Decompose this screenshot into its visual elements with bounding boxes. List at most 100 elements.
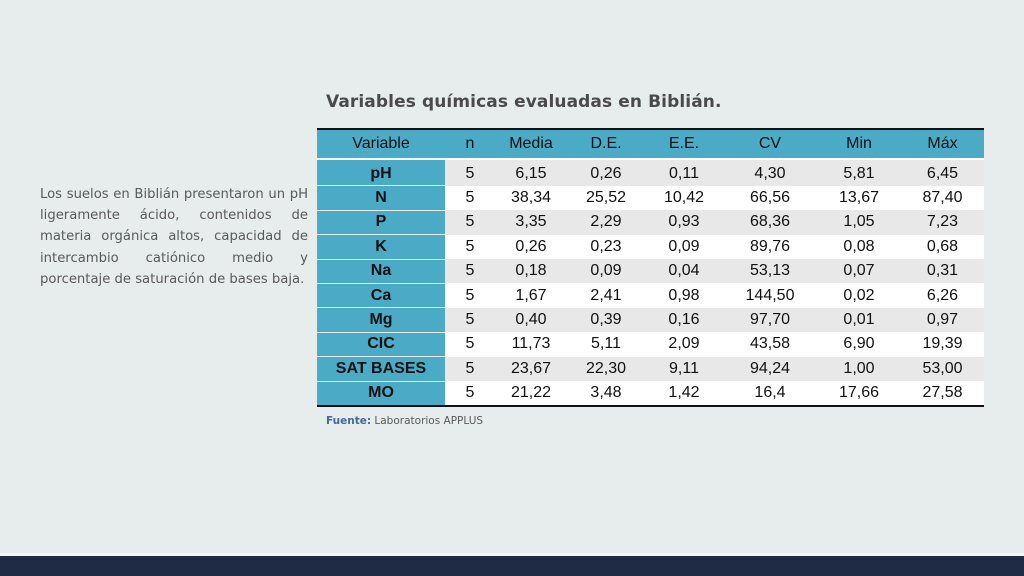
source-label: Fuente:	[326, 415, 372, 427]
cell-de: 5,11	[567, 332, 645, 357]
cell-media: 0,26	[495, 234, 567, 260]
cell-max: 6,45	[901, 159, 984, 186]
table-row: Ca 5 1,67 2,41 0,98 144,50 0,02 6,26	[317, 283, 984, 309]
cell-variable: Mg	[317, 307, 445, 333]
cell-cv: 53,13	[723, 259, 817, 284]
table-body: pH 5 6,15 0,26 0,11 4,30 5,81 6,45 N 5 38,34 25,52 1…	[317, 159, 984, 407]
slide-title: Variables químicas evaluadas en Biblián.	[326, 92, 722, 112]
cell-media: 21,22	[495, 381, 567, 406]
cell-ee: 0,93	[645, 210, 723, 235]
cell-cv: 89,76	[723, 234, 817, 260]
column-header-max: Máx	[901, 129, 984, 160]
cell-de: 22,30	[567, 356, 645, 382]
cell-min: 0,02	[817, 283, 901, 308]
cell-de: 0,23	[567, 234, 645, 260]
cell-de: 2,41	[567, 283, 645, 308]
cell-media: 3,35	[495, 210, 567, 235]
cell-cv: 68,36	[723, 210, 817, 235]
table-row: P 5 3,35 2,29 0,93 68,36 1,05 7,23	[317, 210, 984, 236]
cell-n: 5	[445, 356, 495, 382]
column-header-n: n	[445, 129, 495, 160]
cell-min: 0,08	[817, 234, 901, 260]
cell-cv: 66,56	[723, 185, 817, 211]
source-note: Fuente: Laboratorios APPLUS	[326, 415, 483, 427]
cell-max: 6,26	[901, 283, 984, 308]
cell-de: 2,29	[567, 210, 645, 235]
table-row: Na 5 0,18 0,09 0,04 53,13 0,07 0,31	[317, 259, 984, 284]
cell-variable: Na	[317, 259, 445, 284]
cell-variable: CIC	[317, 332, 445, 358]
table-row: N 5 38,34 25,52 10,42 66,56 13,67 87,40	[317, 185, 984, 211]
column-header-de: D.E.	[567, 129, 645, 160]
cell-max: 0,31	[901, 259, 984, 284]
cell-media: 23,67	[495, 356, 567, 382]
cell-n: 5	[445, 332, 495, 357]
cell-min: 1,05	[817, 210, 901, 235]
cell-ee: 0,09	[645, 234, 723, 260]
table-row: MO 5 21,22 3,48 1,42 16,4 17,66 27,58	[317, 381, 984, 407]
cell-n: 5	[445, 381, 495, 406]
cell-max: 0,68	[901, 234, 984, 260]
cell-ee: 9,11	[645, 356, 723, 382]
cell-max: 19,39	[901, 332, 984, 357]
cell-n: 5	[445, 259, 495, 284]
cell-variable: SAT BASES	[317, 356, 445, 382]
cell-de: 0,39	[567, 307, 645, 333]
cell-cv: 97,70	[723, 307, 817, 333]
cell-variable: pH	[317, 159, 445, 187]
cell-de: 0,26	[567, 159, 645, 186]
cell-n: 5	[445, 210, 495, 235]
cell-media: 38,34	[495, 185, 567, 211]
cell-min: 6,90	[817, 332, 901, 357]
cell-cv: 4,30	[723, 159, 817, 186]
cell-cv: 94,24	[723, 356, 817, 382]
footer-bar	[0, 556, 1024, 576]
cell-min: 17,66	[817, 381, 901, 406]
cell-max: 27,58	[901, 381, 984, 406]
cell-media: 11,73	[495, 332, 567, 357]
cell-variable: K	[317, 234, 445, 260]
cell-variable: Ca	[317, 283, 445, 309]
cell-cv: 144,50	[723, 283, 817, 308]
cell-de: 25,52	[567, 185, 645, 211]
cell-cv: 16,4	[723, 381, 817, 406]
cell-max: 0,97	[901, 307, 984, 333]
slide-description: Los suelos en Biblián presentaron un pH …	[40, 187, 308, 287]
table-header-row: Variable n Media D.E. E.E. CV Min Máx	[317, 129, 984, 160]
cell-ee: 1,42	[645, 381, 723, 406]
cell-ee: 0,16	[645, 307, 723, 333]
cell-variable: MO	[317, 381, 445, 407]
table-row: CIC 5 11,73 5,11 2,09 43,58 6,90 19,39	[317, 332, 984, 358]
cell-ee: 0,11	[645, 159, 723, 186]
cell-n: 5	[445, 185, 495, 211]
cell-min: 0,07	[817, 259, 901, 284]
cell-min: 0,01	[817, 307, 901, 333]
cell-cv: 43,58	[723, 332, 817, 357]
source-text: Laboratorios APPLUS	[371, 415, 484, 427]
cell-ee: 0,04	[645, 259, 723, 284]
table-row: Mg 5 0,40 0,39 0,16 97,70 0,01 0,97	[317, 307, 984, 333]
cell-variable: P	[317, 210, 445, 236]
cell-de: 0,09	[567, 259, 645, 284]
cell-ee: 10,42	[645, 185, 723, 211]
column-header-variable: Variable	[317, 129, 445, 160]
column-header-media: Media	[495, 129, 567, 160]
table-row: SAT BASES 5 23,67 22,30 9,11 94,24 1,00 53,00	[317, 356, 984, 382]
cell-media: 1,67	[495, 283, 567, 308]
column-header-cv: CV	[723, 129, 817, 160]
cell-n: 5	[445, 283, 495, 308]
table-row: pH 5 6,15 0,26 0,11 4,30 5,81 6,45	[317, 159, 984, 187]
cell-media: 0,18	[495, 259, 567, 284]
cell-media: 6,15	[495, 159, 567, 186]
cell-media: 0,40	[495, 307, 567, 333]
cell-de: 3,48	[567, 381, 645, 406]
table-row: K 5 0,26 0,23 0,09 89,76 0,08 0,68	[317, 234, 984, 260]
cell-variable: N	[317, 185, 445, 211]
cell-n: 5	[445, 234, 495, 260]
cell-min: 5,81	[817, 159, 901, 186]
cell-ee: 2,09	[645, 332, 723, 357]
cell-min: 13,67	[817, 185, 901, 211]
column-header-ee: E.E.	[645, 129, 723, 160]
cell-max: 53,00	[901, 356, 984, 382]
column-header-min: Min	[817, 129, 901, 160]
